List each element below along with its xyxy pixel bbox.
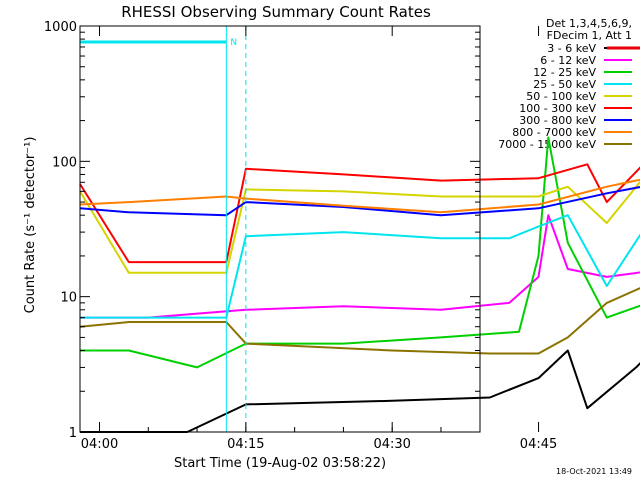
legend-label-7: 800 - 7000 keV — [512, 126, 596, 139]
series-line-1 — [80, 214, 640, 319]
legend-label-6: 300 - 800 keV — [519, 114, 596, 127]
legend-label-2: 12 - 25 keV — [533, 66, 596, 79]
series-line-3 — [80, 214, 640, 319]
y-tick-label: 1000 — [44, 20, 77, 35]
series-line-7 — [79, 178, 640, 214]
legend-header-line-2: FDecim 1, Att 1 — [547, 29, 632, 42]
legend-label-1: 6 - 12 keV — [540, 54, 596, 67]
legend-header-line-1: Det 1,3,4,5,6,9, — [546, 17, 632, 30]
series-line-5 — [79, 163, 640, 264]
y-tick-label: 10 — [60, 291, 77, 306]
timestamp: 18-Oct-2021 13:49 — [556, 467, 632, 476]
y-axis-label: Count Rate (s⁻¹ detector⁻¹) — [23, 137, 38, 314]
series-line-6 — [79, 186, 640, 217]
legend-label-3: 25 - 50 keV — [533, 78, 596, 91]
legend-label-0: 3 - 6 keV — [547, 42, 596, 55]
y-tick-label: 100 — [52, 155, 77, 170]
series-line-2 — [80, 136, 640, 369]
x-tick-label: 04:15 — [227, 437, 264, 452]
series-line-8 — [79, 287, 640, 355]
annotation-label-0: N — [230, 38, 237, 48]
x-tick-label: 04:45 — [520, 437, 557, 452]
y-tick-label: 1 — [69, 426, 77, 441]
legend-label-5: 100 - 300 keV — [519, 102, 596, 115]
x-tick-label: 04:30 — [373, 437, 410, 452]
chart-title: RHESSI Observing Summary Count Rates — [121, 3, 431, 21]
series-line-0 — [80, 349, 640, 433]
legend: Det 1,3,4,5,6,9, FDecim 1, Att 1 3 - 6 k… — [498, 17, 632, 151]
x-axis-label: Start Time (19-Aug-02 03:58:22) — [174, 456, 386, 471]
x-tick-label: 04:00 — [81, 437, 118, 452]
legend-label-4: 50 - 100 keV — [526, 90, 596, 103]
plot-frame — [79, 25, 481, 433]
